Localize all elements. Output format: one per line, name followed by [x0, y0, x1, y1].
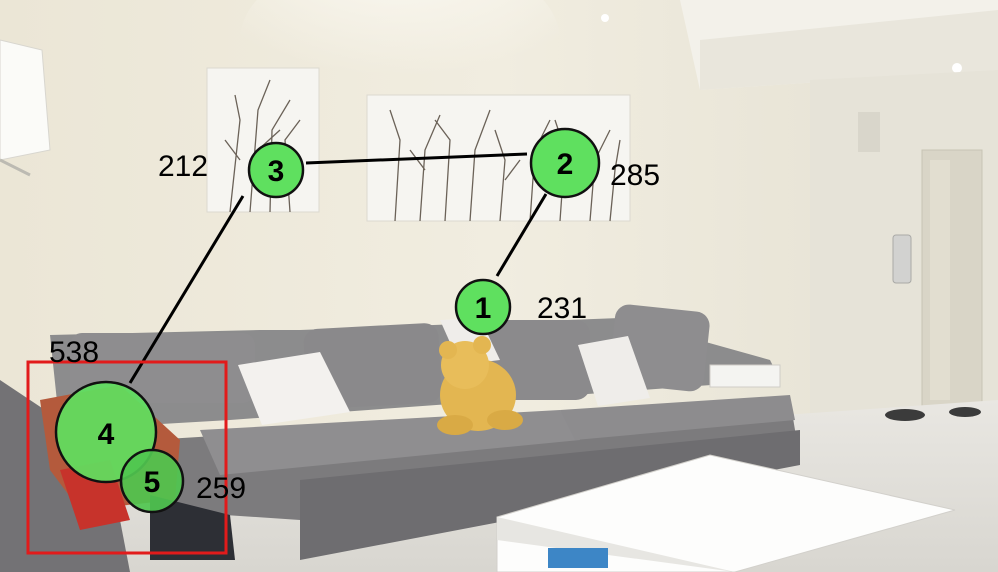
pillow — [578, 336, 650, 406]
wall-panel — [858, 112, 880, 152]
marker-5: 5 — [119, 448, 185, 514]
path-lines — [128, 152, 548, 384]
marker-label: 4 — [98, 418, 115, 451]
floor-lamp — [0, 39, 51, 177]
marker-value-5: 259 — [196, 472, 246, 505]
marker-value-1: 231 — [537, 292, 587, 325]
marker-label: 1 — [475, 292, 492, 325]
marker-value-4: 538 — [49, 336, 99, 369]
marker-3: 3 — [247, 141, 305, 199]
sofa-back-cushion — [303, 323, 442, 409]
coffee-table — [496, 454, 956, 572]
items-under-table — [548, 548, 608, 568]
marker-1: 1 — [454, 278, 512, 336]
sofa — [0, 304, 800, 572]
ceiling-light — [601, 14, 609, 22]
door-frame — [930, 160, 950, 400]
highlight-box — [26, 360, 228, 555]
ceiling-soffit — [700, 10, 998, 90]
marker-value-3: 212 — [158, 150, 208, 183]
teddy-bear — [437, 336, 523, 435]
path-line — [305, 152, 528, 165]
marker-circle — [119, 448, 185, 514]
path-line — [128, 195, 245, 384]
marker-circle — [454, 278, 512, 336]
intercom — [892, 234, 912, 284]
marker-circle — [247, 141, 305, 199]
marker-label: 2 — [557, 148, 574, 181]
marker-label: 3 — [268, 155, 285, 188]
slippers — [949, 407, 981, 417]
side-table — [709, 364, 781, 388]
marker-label: 5 — [144, 466, 161, 499]
marker-circle — [529, 127, 601, 199]
marker-2: 2 — [529, 127, 601, 199]
ceiling-light — [952, 63, 962, 73]
path-line — [495, 193, 548, 277]
seat-cushion — [560, 395, 795, 440]
sofa-front — [300, 430, 800, 560]
marker-value-2: 285 — [610, 159, 660, 192]
slippers — [885, 409, 925, 421]
pillow — [238, 352, 350, 425]
